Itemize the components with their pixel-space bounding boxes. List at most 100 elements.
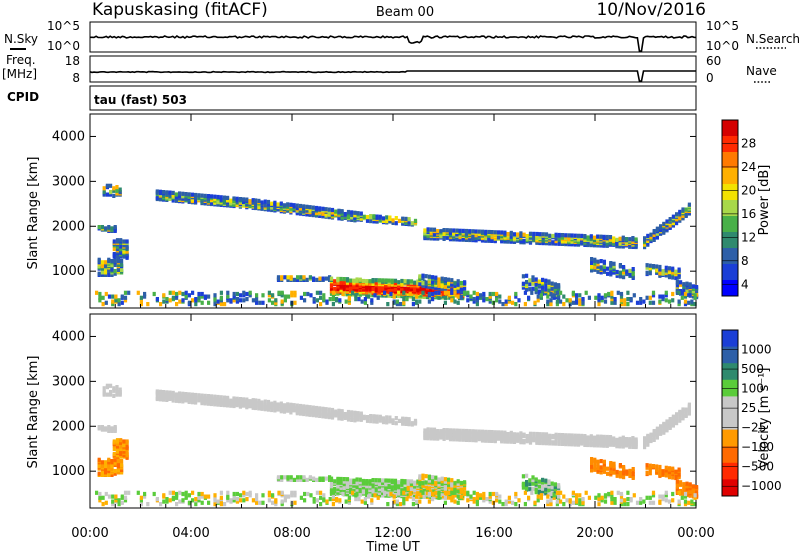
velocity-cell-2182: [434, 490, 438, 495]
freq-left-label-2: [MHz]: [2, 67, 37, 81]
velocity-cell-1871: [648, 471, 652, 476]
velocity-cell-95: [115, 453, 120, 458]
velocity-cell-356: [260, 400, 264, 405]
power-cell-1764: [547, 284, 551, 289]
power-cell-1748: [541, 285, 545, 290]
power-cell-1833: [609, 261, 613, 266]
power-cell-1782: [553, 287, 557, 292]
power-cell-1055: [652, 229, 656, 234]
power-cell-1866: [631, 267, 635, 272]
power-cell-829: [541, 238, 545, 243]
freq-right-tick-top: 60: [706, 54, 721, 68]
velocity-cell-1169: [329, 484, 334, 489]
velocity-cell-888: [570, 435, 574, 441]
power-cell-1310: [371, 281, 375, 286]
velocity-cell-2333: [651, 500, 656, 505]
velocity-cell-2307: [610, 494, 614, 499]
power-cell-2298: [600, 298, 604, 303]
power-cell-1876: [651, 264, 656, 269]
power-cell-546: [378, 218, 382, 223]
power-cell-1068: [659, 224, 663, 229]
velocity-cell-1546: [441, 494, 446, 499]
velocity-cell-159: [155, 395, 159, 400]
power-cell-1885: [658, 264, 662, 270]
power-cell-9: [97, 257, 101, 262]
power-cell-1638: [424, 274, 428, 279]
velocity-cell-1633: [421, 476, 425, 481]
velocity-cell-772: [509, 430, 513, 435]
power-cell-799: [525, 234, 529, 239]
power-cell-1892: [664, 268, 668, 273]
velocity-cell-345: [254, 400, 258, 406]
power-cell-853: [554, 239, 558, 244]
power-cell-1957: [691, 284, 695, 289]
velocity-cell-377: [273, 400, 277, 405]
power-cell-2186: [443, 300, 447, 305]
power-cell-2300: [603, 299, 608, 304]
velocity-cell-2257: [546, 499, 550, 504]
velocity-cell-436: [305, 404, 309, 409]
power-cell-529: [359, 211, 363, 216]
power-cell-2128: [331, 302, 335, 307]
power-cell-2327: [639, 300, 643, 305]
velocity-cell-2285: [578, 493, 582, 498]
velocity-cell-563: [397, 418, 402, 423]
power-cell-2262: [552, 295, 556, 300]
power-cell-2338: [658, 294, 662, 299]
power-cell-540: [372, 214, 376, 219]
velocity-cell-1887: [661, 471, 665, 476]
velocity-cell-833: [541, 432, 545, 437]
velocity-cell-947: [596, 434, 600, 439]
velocity-cell-573: [404, 416, 408, 421]
velocity-cell-1979: [114, 494, 118, 499]
power-cell-654: [455, 228, 459, 233]
velocity-cell-2129: [331, 497, 335, 502]
velocity-cell-192: [171, 390, 175, 395]
velocity-cell-67: [120, 459, 124, 464]
power-cell-2149: [367, 294, 371, 299]
velocity-cell-2126: [325, 499, 329, 504]
velocity-cell-2011: [175, 502, 179, 507]
velocity-cell-798: [525, 436, 529, 441]
power-cell-537: [372, 219, 376, 224]
power-cell-559: [391, 220, 395, 225]
power-cell-2115: [312, 299, 316, 304]
power-cell-1798: [590, 264, 594, 269]
power-cell-2063: [235, 299, 239, 304]
power-cell-1883: [658, 271, 662, 276]
x-axis-label: Time UT: [365, 540, 419, 554]
velocity-cell-2316: [619, 494, 624, 499]
power-cell-2231: [495, 291, 499, 297]
velocity-cell-1926: [679, 480, 683, 485]
velocity-cell-552: [381, 416, 386, 421]
power-cell-1893: [664, 265, 668, 270]
velocity-cell-2118: [315, 490, 319, 495]
range-tick-label-1-2: 3000: [52, 374, 85, 389]
power-cell-573: [404, 216, 408, 221]
velocity-cell-1525: [435, 494, 439, 499]
power-cell-2352: [683, 302, 688, 307]
velocity-cell-1167: [329, 489, 334, 494]
power-cell-2032: [197, 295, 201, 300]
velocity-colorbar-tick-label-4: −25: [741, 421, 766, 435]
power-cell-2341: [664, 298, 668, 303]
velocity-cell-1145: [296, 475, 300, 480]
power-cell-2014: [175, 291, 179, 297]
power-cell-1104: [675, 212, 679, 217]
power-cell-1143: [292, 277, 296, 282]
power-cell-1980: [117, 302, 121, 307]
power-cell-1716: [521, 274, 525, 279]
velocity-cell-1885: [658, 464, 662, 470]
power-cell-2087: [271, 293, 275, 298]
power-colorbar-swatch-3: [722, 168, 738, 185]
velocity-colorbar-swatch-6: [722, 429, 738, 447]
velocity-cell-2028: [194, 502, 198, 507]
power-cell-430: [302, 204, 306, 209]
power-cell-2159: [392, 299, 396, 304]
velocity-cell-2000: [162, 499, 166, 504]
power-cell-1672: [440, 281, 444, 286]
power-cell-1821: [602, 264, 606, 269]
power-cell-2195: [456, 294, 460, 299]
velocity-cell-1716: [521, 474, 525, 479]
velocity-cell-2109: [293, 490, 297, 495]
